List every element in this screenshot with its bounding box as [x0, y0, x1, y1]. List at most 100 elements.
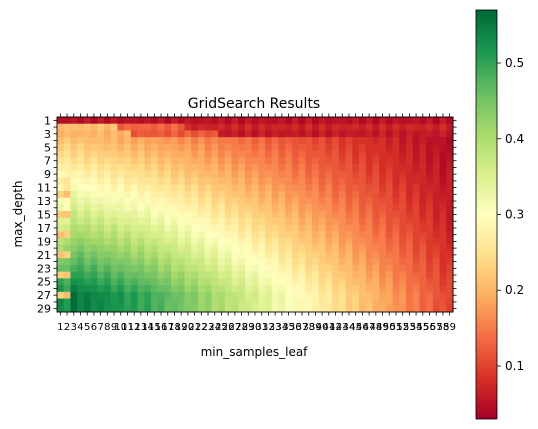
heatmap-cell — [63, 217, 71, 225]
heatmap-cell — [164, 204, 172, 212]
heatmap-cell — [305, 157, 313, 165]
heatmap-cell — [352, 251, 360, 259]
heatmap-cell — [244, 204, 253, 212]
heatmap-cell — [117, 231, 125, 239]
heatmap-cell — [345, 238, 353, 246]
heatmap-cell — [298, 258, 306, 266]
heatmap-cell — [258, 190, 266, 199]
heatmap-cell — [164, 244, 172, 252]
heatmap-cell — [244, 251, 253, 259]
heatmap-cell — [365, 271, 373, 279]
heatmap-cell — [184, 244, 192, 252]
heatmap-cell — [379, 117, 387, 125]
heatmap-cell — [372, 285, 380, 293]
heatmap-cell — [211, 238, 219, 246]
heatmap-cell — [157, 251, 165, 259]
heatmap-cell — [224, 305, 232, 313]
heatmap-cell — [150, 264, 159, 273]
heatmap-cell — [231, 170, 239, 178]
heatmap-cell — [117, 184, 125, 192]
heatmap-cell — [359, 190, 367, 199]
heatmap-cell — [439, 224, 447, 232]
y-tick-label: 23 — [37, 262, 51, 275]
heatmap-cell — [345, 211, 353, 219]
heatmap-cell — [171, 137, 179, 145]
heatmap-cell — [258, 231, 266, 239]
heatmap-cell — [338, 224, 347, 232]
heatmap-cell — [399, 164, 407, 172]
heatmap-cell — [164, 285, 172, 293]
heatmap-cell — [359, 123, 367, 131]
heatmap-cell — [291, 143, 300, 152]
heatmap-cell — [332, 137, 340, 145]
heatmap-cell — [392, 117, 400, 125]
heatmap-cell — [211, 150, 219, 158]
heatmap-cell — [63, 271, 71, 279]
heatmap-cell — [258, 278, 266, 286]
heatmap-cell — [258, 143, 266, 152]
heatmap-cell — [298, 217, 306, 225]
heatmap-cell — [191, 285, 199, 293]
heatmap-cell — [318, 170, 326, 178]
heatmap-cell — [352, 190, 360, 199]
heatmap-cell — [171, 204, 179, 212]
heatmap-cell — [271, 305, 279, 313]
heatmap-cell — [278, 170, 286, 178]
heatmap-cell — [224, 224, 232, 232]
heatmap-cell — [345, 123, 353, 131]
heatmap-cell — [365, 224, 373, 232]
heatmap-cell — [224, 231, 232, 239]
heatmap-cell — [103, 258, 112, 266]
heatmap-cell — [285, 190, 293, 199]
heatmap-cell — [83, 117, 91, 125]
heatmap-cell — [57, 305, 65, 313]
heatmap-cell — [103, 123, 112, 131]
heatmap-cell — [184, 285, 192, 293]
heatmap-cell — [338, 211, 347, 219]
heatmap-cell — [184, 197, 192, 205]
heatmap-cell — [265, 150, 273, 158]
heatmap-cell — [412, 217, 420, 225]
heatmap-cell — [251, 197, 259, 205]
heatmap-cell — [218, 217, 226, 225]
heatmap-cell — [184, 305, 192, 313]
heatmap-cell — [124, 291, 132, 299]
heatmap-cell — [265, 117, 273, 125]
heatmap-cell — [77, 217, 85, 225]
heatmap-cell — [379, 278, 387, 286]
heatmap-cell — [352, 305, 360, 313]
heatmap-cell — [251, 278, 259, 286]
heatmap-cell — [144, 231, 152, 239]
heatmap-cell — [90, 298, 98, 306]
heatmap-cell — [278, 150, 286, 158]
heatmap-cell — [63, 170, 71, 178]
heatmap-cell — [412, 184, 420, 192]
heatmap-cell — [90, 204, 98, 212]
heatmap-cell — [63, 238, 71, 246]
x-tick-label: 18 — [168, 322, 181, 333]
heatmap-cell — [83, 258, 91, 266]
heatmap-cell — [258, 298, 266, 306]
heatmap-cell — [83, 130, 91, 138]
heatmap-cell — [197, 130, 206, 138]
heatmap-cell — [124, 177, 132, 185]
heatmap-cell — [70, 305, 78, 313]
heatmap-cell — [150, 204, 159, 212]
heatmap-cell — [90, 143, 98, 152]
heatmap-cell — [224, 130, 232, 138]
heatmap-cell — [258, 117, 266, 125]
heatmap-cell — [359, 271, 367, 279]
heatmap-cell — [90, 150, 98, 158]
heatmap-cell — [385, 123, 393, 131]
heatmap-cell — [251, 251, 259, 259]
heatmap-cell — [305, 251, 313, 259]
heatmap-cell — [238, 170, 246, 178]
heatmap-cell — [97, 278, 105, 286]
heatmap-cell — [312, 305, 320, 313]
heatmap-cell — [399, 177, 407, 185]
heatmap-cell — [305, 285, 313, 293]
heatmap-cell — [291, 258, 300, 266]
heatmap-cell — [103, 231, 112, 239]
heatmap-cell — [157, 197, 165, 205]
heatmap-cell — [184, 117, 192, 125]
